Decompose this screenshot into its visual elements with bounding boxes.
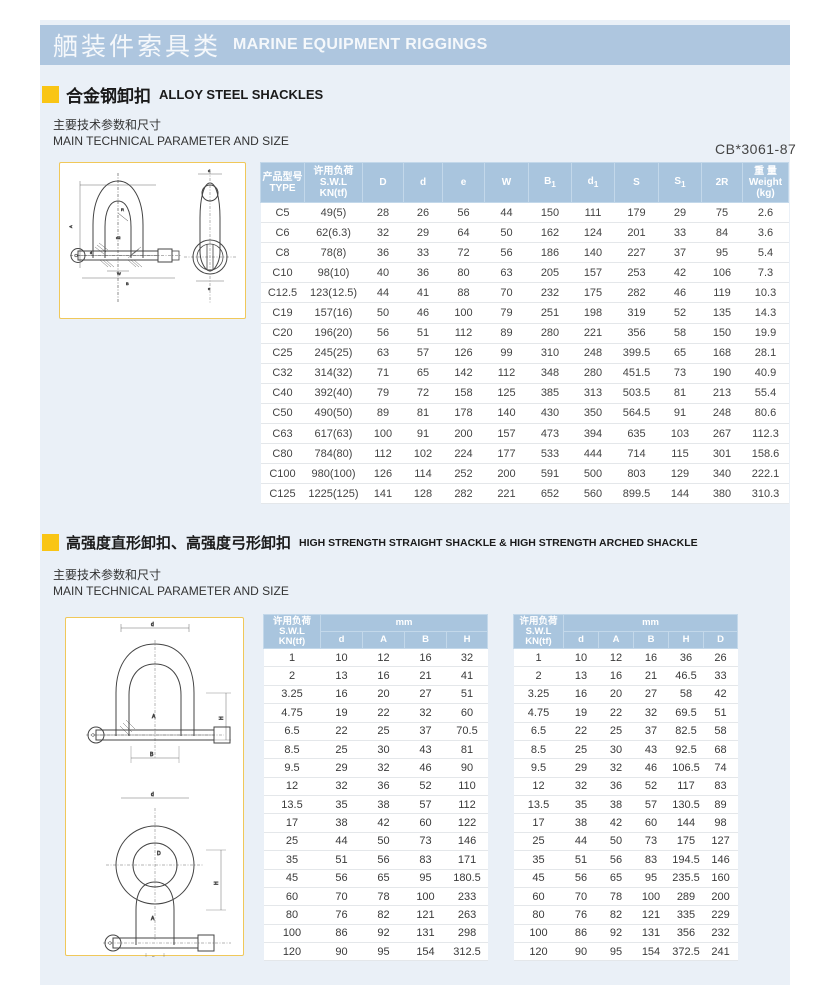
svg-text:A: A	[68, 225, 73, 228]
svg-text:A: A	[151, 916, 155, 922]
svg-text:D: D	[157, 851, 161, 857]
svg-text:B: B	[126, 281, 129, 286]
svg-text:W: W	[117, 271, 121, 276]
svg-text:B: B	[150, 752, 154, 758]
svg-text:H: H	[219, 716, 225, 720]
svg-text:d: d	[151, 792, 154, 798]
svg-text:d: d	[90, 251, 92, 255]
svg-text:e: e	[208, 286, 211, 291]
svg-text:d: d	[208, 168, 210, 173]
svg-text:A: A	[152, 714, 156, 720]
svg-text:d2: d2	[116, 235, 121, 240]
svg-text:d: d	[151, 622, 154, 628]
svg-text:R: R	[121, 207, 124, 212]
svg-text:H: H	[214, 881, 220, 885]
